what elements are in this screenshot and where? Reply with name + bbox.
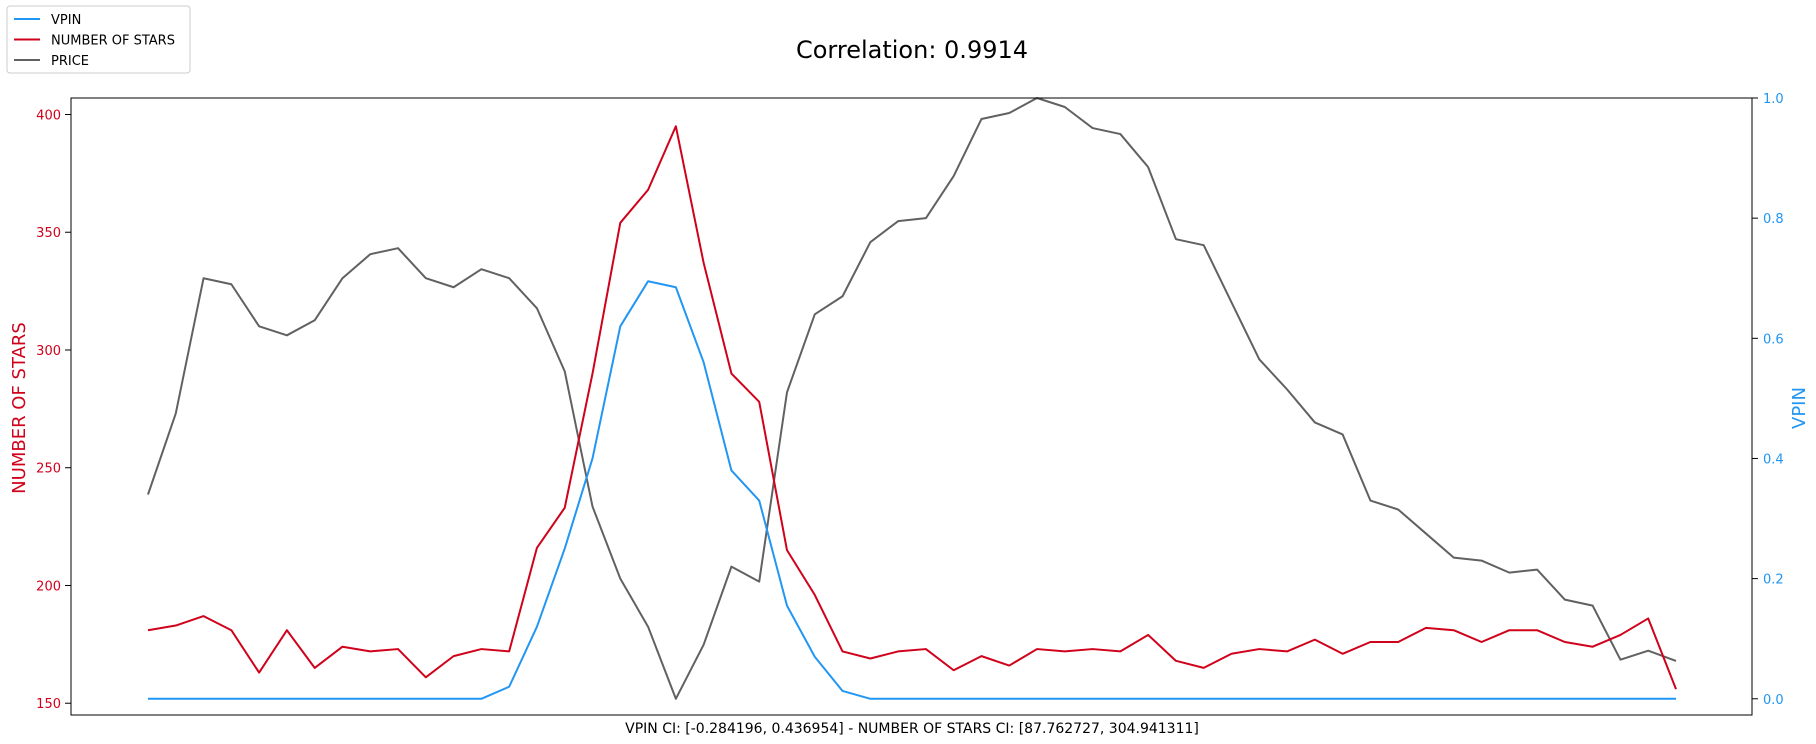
left-tick-label: 250 (36, 462, 61, 477)
right-tick-label: 0.4 (1763, 452, 1784, 467)
right-tick-label: 0.2 (1763, 573, 1784, 588)
right-axis-ticks: 0.0 0.2 0.4 0.6 0.8 1.0 (1752, 92, 1784, 708)
left-tick-label: 150 (36, 697, 61, 712)
left-tick-label: 350 (36, 226, 61, 241)
legend-label-price: PRICE (51, 54, 89, 69)
series-line-number-of-stars (147, 125, 1677, 690)
legend-label-vpin: VPIN (51, 13, 81, 28)
series-line-vpin (148, 280, 1676, 700)
right-axis-label: VPIN (1789, 387, 1810, 429)
right-tick-label: 0.0 (1763, 693, 1784, 708)
left-axis-label: NUMBER OF STARS (9, 322, 30, 494)
legend: VPIN NUMBER OF STARS PRICE (6, 5, 191, 74)
left-tick-label: 300 (36, 344, 61, 359)
legend-label-number-of-stars: NUMBER OF STARS (51, 34, 175, 49)
chart-title: Correlation: 0.9914 (796, 36, 1028, 64)
right-tick-label: 1.0 (1763, 92, 1784, 107)
left-tick-label: 200 (36, 579, 61, 594)
left-tick-label: 400 (36, 108, 61, 123)
right-tick-label: 0.6 (1763, 332, 1784, 347)
plot-lines (147, 97, 1677, 700)
right-tick-label: 0.8 (1763, 212, 1784, 227)
left-axis-ticks: 150 200 250 300 350 400 (36, 108, 71, 712)
series-line-price (147, 97, 1677, 700)
plot-frame (70, 97, 1753, 716)
x-axis-label: VPIN CI: [-0.284196, 0.436954] - NUMBER … (625, 721, 1199, 737)
legend-box (6, 5, 191, 74)
